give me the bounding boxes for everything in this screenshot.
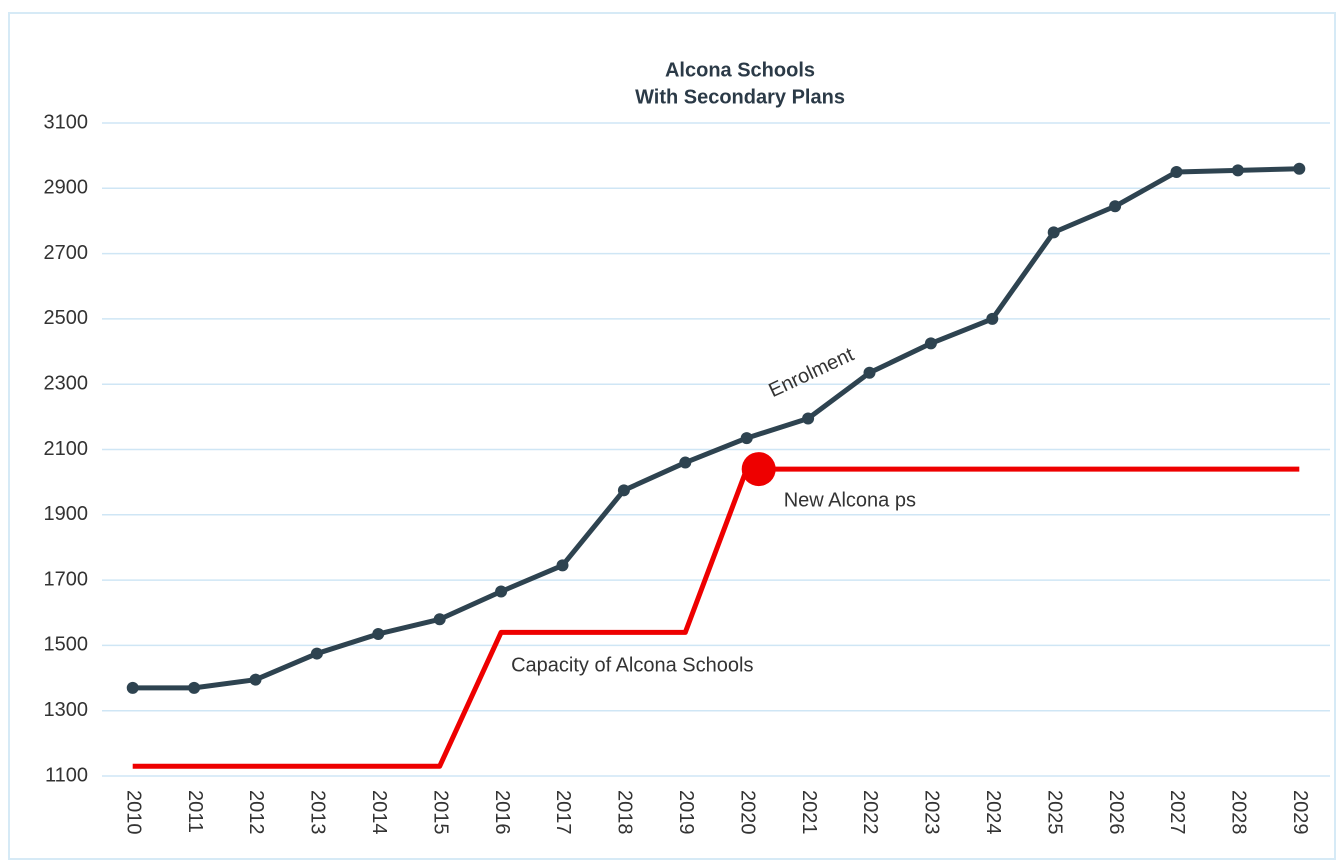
x-tick-label: 2028 [1228, 790, 1250, 835]
x-tick-label: 2020 [736, 790, 758, 835]
x-tick-label: 2022 [859, 790, 881, 835]
y-tick-label: 2900 [44, 177, 89, 199]
y-tick-label: 2300 [44, 372, 89, 394]
point [1293, 162, 1306, 175]
y-tick-label: 1300 [44, 699, 89, 721]
point [1170, 165, 1183, 178]
x-tick-label: 2011 [184, 790, 206, 833]
x-tick-label: 2025 [1043, 790, 1065, 835]
point [924, 337, 937, 350]
highlight-point [741, 452, 776, 487]
x-tick-label: 2029 [1289, 790, 1311, 835]
point [433, 613, 446, 626]
x-tick-label: 2014 [368, 790, 390, 835]
y-tick-label: 1700 [44, 568, 89, 590]
y-tick-label: 2700 [44, 242, 89, 264]
series-label: Capacity of Alcona Schools [511, 654, 753, 676]
x-tick-label: 2016 [491, 790, 513, 835]
point [495, 585, 508, 598]
x-tick-label: 2018 [614, 790, 636, 835]
y-tick-label: 1500 [44, 634, 89, 656]
point [986, 312, 999, 325]
x-tick-label: 2012 [245, 790, 267, 835]
x-tick-label: 2027 [1166, 790, 1188, 835]
x-tick-label: 2021 [798, 790, 820, 835]
point [740, 432, 753, 445]
point [556, 559, 569, 572]
chart-border [8, 12, 1336, 860]
point [372, 627, 385, 640]
series-line [132, 166, 1300, 691]
point [863, 366, 876, 379]
y-tick-label: 2100 [44, 438, 89, 460]
y-tick-label: 2500 [44, 307, 89, 329]
x-tick-label: 2013 [307, 790, 329, 835]
x-tick-label: 2023 [921, 790, 943, 835]
chart-subtitle: With Secondary Plans [635, 86, 845, 108]
x-tick-label: 2024 [982, 790, 1004, 835]
point [617, 484, 630, 497]
chart-title: Alcona Schools [665, 59, 815, 81]
y-tick-label: 3100 [44, 111, 89, 133]
point [249, 673, 262, 686]
point [802, 412, 815, 425]
point [679, 456, 692, 469]
point [1047, 226, 1060, 239]
x-tick-label: 2017 [552, 790, 574, 835]
x-tick-label: 2010 [122, 790, 144, 835]
point [310, 647, 323, 660]
series-line [132, 466, 1300, 769]
x-tick-label: 2019 [675, 790, 697, 835]
y-tick-label: 1900 [44, 503, 89, 525]
point [126, 681, 139, 694]
annotation: New Alcona ps [784, 489, 916, 511]
point [1231, 164, 1244, 177]
x-tick-label: 2026 [1105, 790, 1127, 835]
point [1109, 200, 1122, 213]
point [188, 681, 201, 694]
x-tick-label: 2015 [429, 790, 451, 835]
y-tick-label: 1100 [45, 764, 88, 786]
